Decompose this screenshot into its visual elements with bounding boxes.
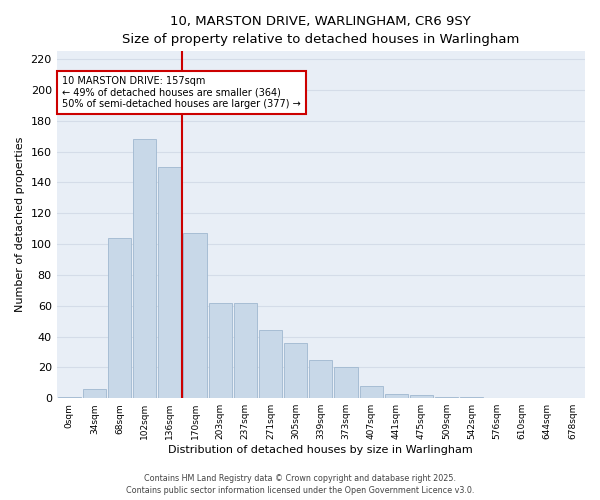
Bar: [83, 389, 106, 398]
Bar: [209, 302, 232, 398]
Y-axis label: Number of detached properties: Number of detached properties: [15, 137, 25, 312]
Text: 10 MARSTON DRIVE: 157sqm
← 49% of detached houses are smaller (364)
50% of semi-: 10 MARSTON DRIVE: 157sqm ← 49% of detach…: [62, 76, 301, 109]
Bar: [184, 233, 206, 398]
Bar: [435, 396, 458, 398]
Bar: [58, 396, 81, 398]
Bar: [108, 238, 131, 398]
Bar: [133, 139, 156, 398]
Bar: [460, 396, 484, 398]
Bar: [385, 394, 408, 398]
Bar: [309, 360, 332, 398]
Bar: [410, 395, 433, 398]
Bar: [259, 330, 282, 398]
Bar: [234, 302, 257, 398]
X-axis label: Distribution of detached houses by size in Warlingham: Distribution of detached houses by size …: [169, 445, 473, 455]
Bar: [284, 342, 307, 398]
Text: Contains HM Land Registry data © Crown copyright and database right 2025.
Contai: Contains HM Land Registry data © Crown c…: [126, 474, 474, 495]
Bar: [334, 368, 358, 398]
Bar: [359, 386, 383, 398]
Title: 10, MARSTON DRIVE, WARLINGHAM, CR6 9SY
Size of property relative to detached hou: 10, MARSTON DRIVE, WARLINGHAM, CR6 9SY S…: [122, 15, 520, 46]
Bar: [158, 167, 181, 398]
